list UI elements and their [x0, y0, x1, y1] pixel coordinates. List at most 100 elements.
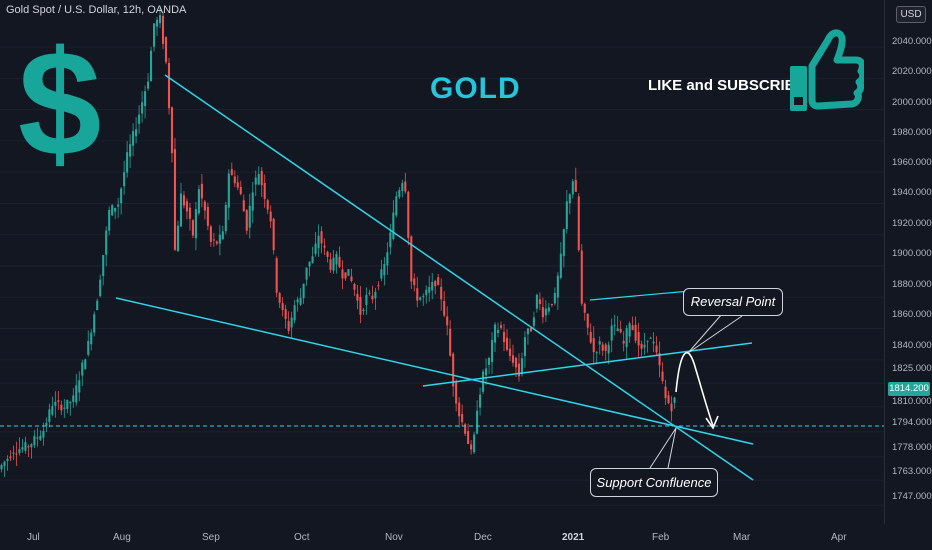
candle-body — [132, 131, 135, 146]
candle-body — [613, 324, 616, 326]
trendlines — [0, 74, 884, 481]
candle-body — [102, 255, 105, 276]
candle-body — [203, 201, 206, 211]
gold-title: GOLD — [430, 72, 521, 105]
callout-pointers — [649, 313, 743, 469]
candle-body — [209, 226, 212, 242]
currency-button[interactable]: USD — [896, 6, 926, 23]
candle-body — [652, 341, 655, 344]
candle-body — [667, 395, 670, 404]
candle-body — [236, 182, 239, 188]
candle-body — [350, 276, 353, 282]
candle-body — [60, 404, 63, 411]
candle-body — [311, 256, 314, 263]
candle-body — [9, 456, 12, 459]
candle-body — [158, 15, 162, 24]
candle-body — [96, 300, 99, 311]
candle-body — [135, 129, 138, 137]
candle-body — [544, 308, 547, 316]
y-tick-label: 1980.000 — [892, 127, 932, 138]
candle-body — [371, 295, 374, 300]
candle-body — [221, 231, 224, 240]
candle-body — [520, 358, 524, 375]
candle-body — [562, 229, 565, 257]
candle-body — [631, 325, 634, 331]
candle-body — [646, 340, 649, 342]
candle-body — [296, 299, 299, 303]
candle-body — [90, 332, 93, 345]
candle-body — [586, 313, 589, 328]
candle-body — [87, 341, 90, 355]
candle-body — [637, 331, 640, 346]
candle-body — [649, 337, 652, 339]
y-tick-label: 1840.000 — [892, 340, 932, 351]
candle-body — [401, 183, 404, 192]
x-tick-label: Jul — [27, 532, 40, 543]
candle-body — [395, 196, 398, 216]
candle-body — [30, 444, 33, 448]
candle-body — [529, 328, 532, 332]
candle-body — [188, 207, 191, 219]
candle-body — [446, 316, 449, 326]
candle-body — [194, 209, 197, 239]
candle-body — [604, 344, 607, 351]
lower-falling-trendline — [115, 297, 754, 445]
rising-trendline — [422, 342, 753, 387]
candle-body — [290, 317, 293, 328]
candle-body — [155, 19, 159, 27]
candle-body — [179, 193, 183, 227]
candle-body — [299, 297, 302, 305]
candle-body — [407, 191, 410, 238]
candle-body — [18, 449, 21, 454]
candle-body — [514, 357, 518, 368]
y-tick-label: 1763.000 — [892, 466, 932, 477]
candle-body — [517, 363, 521, 377]
candle-body — [317, 235, 320, 249]
candle-body — [0, 464, 3, 470]
candle-body — [422, 295, 425, 297]
candle-body — [212, 239, 215, 241]
candle-body — [404, 181, 407, 192]
candle-body — [75, 385, 78, 403]
candle-body — [218, 234, 221, 244]
candle-body — [434, 281, 437, 287]
candle-body — [574, 179, 577, 192]
candle-body — [532, 317, 535, 326]
candle-body — [185, 201, 188, 212]
candle-body — [670, 403, 673, 412]
candle-body — [78, 380, 81, 393]
candle-body — [281, 302, 284, 310]
candle-body — [164, 37, 168, 63]
candle-body — [182, 195, 186, 206]
candle-body — [547, 307, 550, 312]
candle-body — [568, 194, 571, 204]
candle-body — [526, 328, 529, 335]
candle-body — [138, 114, 141, 124]
candle-body — [242, 200, 245, 212]
candle-body — [200, 183, 203, 199]
candle-body — [473, 434, 476, 453]
x-tick-label: Dec — [474, 532, 492, 543]
candle-body — [499, 325, 503, 328]
projection-arrow — [675, 351, 719, 430]
candle-body — [592, 338, 595, 353]
candle-body — [167, 62, 171, 109]
price-axis[interactable] — [884, 0, 932, 524]
candle-body — [69, 402, 72, 404]
candle-body — [308, 261, 311, 267]
y-tick-label: 1794.000 — [892, 417, 932, 428]
candle-body — [114, 207, 117, 212]
candle-body — [126, 152, 129, 173]
candle-body — [610, 325, 613, 341]
candle-body — [437, 277, 440, 285]
candle-body — [323, 245, 326, 248]
candle-body — [553, 292, 556, 304]
candle-body — [425, 289, 428, 296]
chart-title: Gold Spot / U.S. Dollar, 12h, OANDA — [6, 4, 187, 16]
candle-body — [227, 173, 230, 208]
y-tick-label: 2020.000 — [892, 66, 932, 77]
candle-body — [93, 314, 96, 333]
candle-body — [658, 353, 661, 366]
candle-body — [655, 345, 658, 353]
